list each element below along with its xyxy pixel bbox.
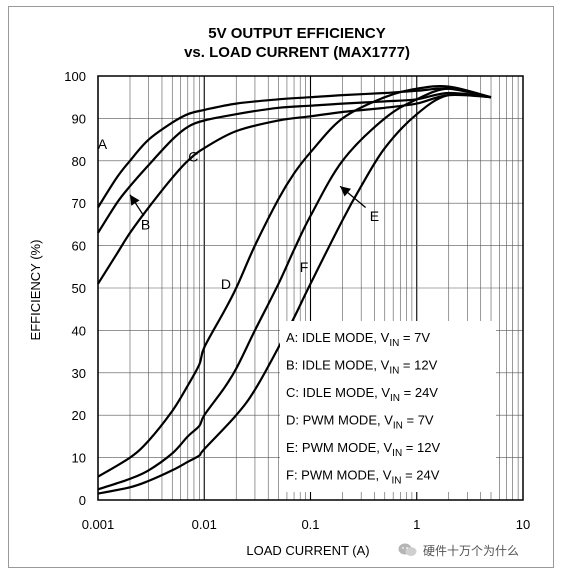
legend-entry: D: PWM MODE, VIN = 7V	[286, 413, 434, 432]
y-tick-label: 20	[72, 408, 86, 423]
curve-F	[97, 93, 492, 495]
tick-labels: 0 10 20 30 40 50 60 70 80 90 100 0.001 0.01 0.1 1 10	[64, 69, 530, 532]
legend-entry: A: IDLE MODE, VIN = 7V	[286, 330, 430, 349]
legend-box	[280, 321, 496, 492]
y-tick-label: 50	[72, 281, 86, 296]
y-tick-label: 0	[79, 493, 86, 508]
x-axis-label: LOAD CURRENT (A)	[246, 543, 369, 558]
y-tick-label: 90	[72, 111, 86, 126]
arrow-head	[130, 194, 140, 206]
y-tick-label: 70	[72, 196, 86, 211]
x-tick-label: 0.01	[192, 517, 217, 532]
legend-entry: C: IDLE MODE, VIN = 24V	[286, 385, 438, 404]
x-tick-label: 0.1	[301, 517, 319, 532]
x-tick-label: 1	[413, 517, 420, 532]
x-tick-label: 10	[516, 517, 530, 532]
y-tick-label: 10	[72, 451, 86, 466]
curve-labels: A B C D E F	[98, 136, 379, 292]
curve-E	[97, 87, 492, 491]
curve-D	[97, 84, 492, 478]
plot-border	[97, 75, 524, 501]
curve-label-D: D	[221, 276, 231, 292]
curve-label-C: C	[188, 149, 198, 165]
y-tick-label: 40	[72, 323, 86, 338]
curve-label-A: A	[98, 136, 108, 152]
chart-title-line1: 5V OUTPUT EFFICIENCY	[208, 25, 386, 42]
legend-entry: F: PWM MODE, VIN = 24V	[286, 468, 440, 487]
legend-entry: B: IDLE MODE, VIN = 12V	[286, 358, 438, 377]
arrow-head	[340, 186, 351, 197]
y-tick-label: 100	[64, 69, 86, 84]
legend: A: IDLE MODE, VIN = 7V B: IDLE MODE, VIN …	[280, 321, 496, 492]
curve-label-B: B	[141, 216, 150, 232]
curve-C	[97, 93, 492, 285]
y-tick-label: 80	[72, 154, 86, 169]
y-tick-label: 30	[72, 366, 86, 381]
x-tick-label: 0.001	[82, 517, 115, 532]
watermark: 硬件十万个为什么	[398, 540, 558, 560]
wechat-icon	[398, 543, 418, 557]
curve-label-E: E	[370, 208, 379, 224]
curve-B	[97, 91, 492, 234]
watermark-text: 硬件十万个为什么	[423, 543, 520, 558]
y-tick-label: 60	[72, 239, 86, 254]
y-axis-label: EFFICIENCY (%)	[28, 240, 43, 341]
curves	[97, 84, 492, 495]
curve-label-F: F	[300, 259, 309, 275]
chart-title-line2: vs. LOAD CURRENT (MAX1777)	[184, 44, 410, 61]
legend-entry: E: PWM MODE, VIN = 12V	[286, 440, 440, 459]
